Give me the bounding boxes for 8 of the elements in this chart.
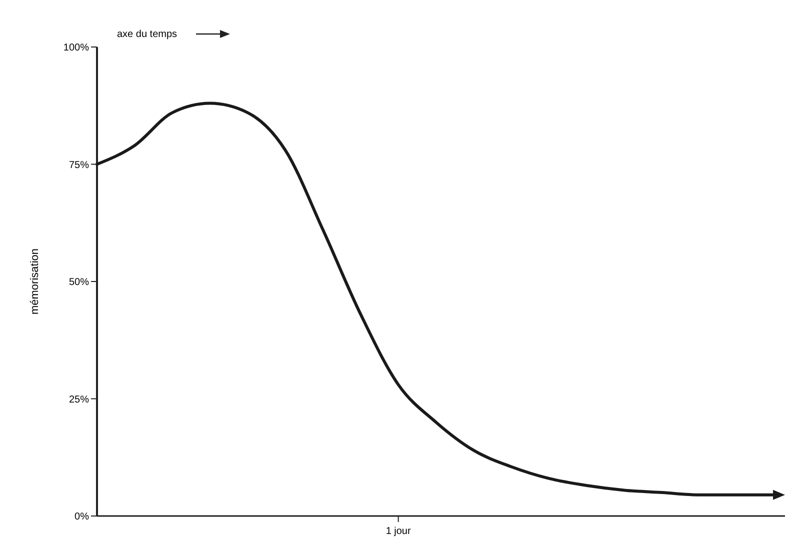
y-axis-title: mémorisation — [29, 248, 41, 315]
y-tick-label: 25% — [68, 394, 90, 406]
y-tick-label: 0% — [74, 512, 90, 522]
text: axe du temps — [117, 29, 178, 40]
x-tick-label: 1 jour — [386, 526, 412, 537]
y-tick-label: 100% — [63, 42, 90, 54]
y-tick-label: 50% — [68, 277, 90, 288]
y-tick-label: 75% — [68, 160, 90, 171]
